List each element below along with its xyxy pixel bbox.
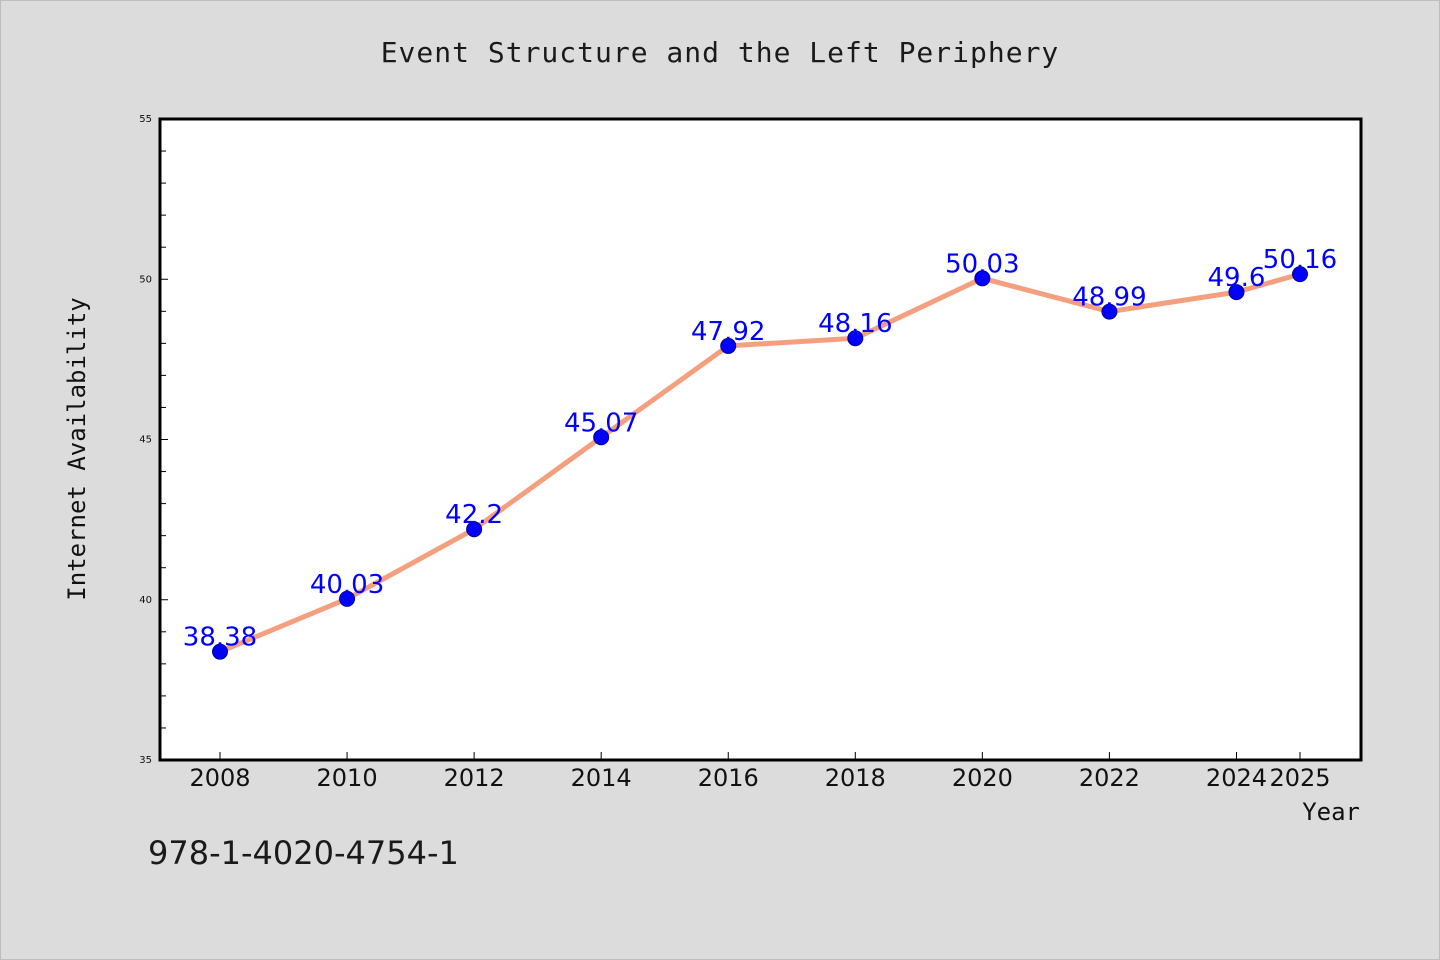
data-label: 48.16 <box>818 309 892 339</box>
data-labels: 38.38 40.03 42.2 45.07 47.92 48.16 50.03 48.99 4… <box>183 245 1337 653</box>
series-markers <box>212 266 1308 660</box>
data-point <box>593 429 610 446</box>
data-point <box>1292 266 1308 283</box>
x-tick-label: 2018 <box>825 764 886 792</box>
series-line <box>217 271 1303 655</box>
data-point <box>212 643 228 660</box>
data-label: 49.6 <box>1208 263 1266 293</box>
data-label: 42.2 <box>445 500 503 530</box>
y-tick-label: 35 <box>139 755 152 766</box>
data-label: 40.03 <box>310 570 384 600</box>
data-label: 48.99 <box>1072 283 1146 313</box>
x-tick-label: 2014 <box>571 764 632 792</box>
data-label: 45.07 <box>564 408 638 438</box>
data-label: 50.03 <box>945 249 1019 279</box>
data-point <box>466 521 483 538</box>
plot-area <box>158 117 1363 762</box>
y-tick-label: 55 <box>139 114 152 125</box>
data-label: 50.16 <box>1263 245 1337 275</box>
data-label: 38.38 <box>183 623 257 653</box>
data-label: 47.92 <box>691 317 765 347</box>
data-point <box>1101 303 1118 320</box>
data-point <box>974 270 991 287</box>
y-tick-label: 50 <box>139 274 152 285</box>
x-tick-label: 2012 <box>444 764 505 792</box>
x-tick-label: 2020 <box>952 764 1013 792</box>
y-tick-label: 45 <box>139 435 152 446</box>
y-minor-ticks <box>160 118 168 761</box>
data-point <box>720 337 737 354</box>
x-axis-label: Year <box>1302 798 1360 826</box>
x-tick-label: 2016 <box>698 764 759 792</box>
y-tick-label: 40 <box>139 595 152 606</box>
isbn-caption: 978-1-4020-4754-1 <box>148 834 459 872</box>
chart-title: Event Structure and the Left Periphery <box>380 36 1060 69</box>
data-point <box>847 330 864 347</box>
y-axis-ticks: 35 40 45 50 55 <box>139 114 152 766</box>
x-tick-label: 2008 <box>189 764 250 792</box>
data-point <box>1228 284 1245 301</box>
data-point <box>339 590 356 607</box>
x-tick-label: 2022 <box>1079 764 1140 792</box>
x-tick-label: 2024 <box>1206 764 1267 792</box>
x-tick-label: 2025 <box>1269 764 1330 792</box>
y-axis-label: Internet Availability <box>63 297 91 600</box>
x-tick-label: 2010 <box>317 764 378 792</box>
series-lines <box>217 271 1303 655</box>
x-axis-ticks: 2008 2010 2012 2014 2016 2018 2020 2022 2024 2025 <box>189 752 1331 792</box>
